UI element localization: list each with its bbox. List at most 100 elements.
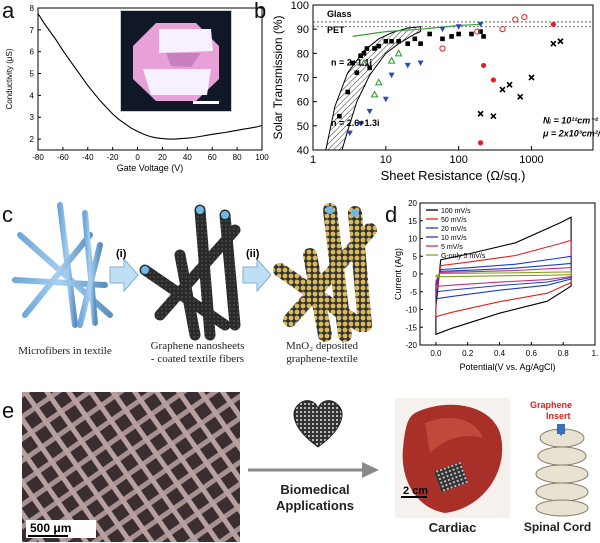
spinal-cord-photo: Graphene Insert	[522, 398, 597, 518]
graphene-foam-micrograph: 500 μm	[22, 392, 240, 542]
caption-mno2-line2: graphene-textile	[286, 353, 358, 365]
chart-b-point-square-black	[389, 38, 394, 44]
graphene-insert-label-line2: Insert	[546, 411, 571, 421]
chart-b-point-cross-black	[477, 110, 484, 117]
chart-b-point-circle-red-open	[499, 26, 506, 33]
chart-b-point-circle-red-open	[512, 16, 519, 23]
chart-b-point-triangle-down-blue	[477, 21, 484, 28]
chart-b-point-square-black	[364, 46, 370, 51]
chart-b-xlabel: Sheet Resistance (Ω/sq.)	[381, 168, 526, 183]
textile-schematic: (i) (ii)	[12, 202, 377, 342]
chart-a: -80 -60 -40 -20 0 20 40 60 80 100 2 3 4 5 6 7 8 Gate Volt…	[5, 4, 269, 173]
chart-b-point-square-black	[478, 29, 483, 34]
chart-a-ytick-label: 8	[30, 4, 35, 13]
step-label-i: (i)	[116, 248, 127, 260]
chart-b-point-square-black	[449, 34, 454, 39]
chart-a-ytick-label: 2	[30, 135, 35, 144]
chart-b-ytick-label: 100	[291, 0, 309, 12]
chart-b-point-triangle-up-green	[394, 49, 403, 57]
label-cardiac: Cardiac	[428, 520, 477, 535]
chart-a-ylabel: Conductivity (μS)	[5, 48, 14, 109]
chart-a-xtick-label: 60	[208, 153, 217, 162]
chart-a-frame	[37, 7, 263, 151]
chart-b-point-cross-black	[499, 86, 506, 93]
chart-b-point-triangle-down-blue	[439, 26, 446, 33]
chart-b-ytick-label: 70	[297, 73, 309, 85]
chart-b-point-circle-red-filled	[477, 140, 484, 146]
chart-b: 1 10 100 1000 40 50 60 70 80 90 100 Sheet Resistanc…	[271, 0, 600, 183]
chart-d-xtick-label: 0.2	[462, 349, 474, 358]
chart-b-annot-n2: n = 2.6+1.3i	[331, 118, 380, 128]
graphene-insert-label-line1: Graphene	[530, 400, 572, 410]
chart-b-point-triangle-down-blue	[366, 108, 373, 115]
chart-b-annot-n1: n = 2+1.1i	[331, 57, 372, 67]
graphene-flake-photo	[120, 10, 232, 112]
chart-d-ytick-label: -15	[405, 323, 417, 332]
chart-b-point-square-black	[440, 36, 445, 42]
chart-d-xtick-label: 0.8	[558, 349, 570, 358]
chart-b-point-square-black	[418, 41, 423, 46]
chart-b-point-cross-black	[490, 113, 497, 120]
chart-a-xtick-label: -20	[107, 153, 119, 162]
heart-mesh-icon	[293, 400, 343, 448]
biomedical-label-line1: Biomedical	[280, 482, 350, 497]
panel-label-a: a	[2, 0, 15, 23]
chart-b-point-circle-red-open	[474, 28, 481, 35]
chart-d-xtick-label: 1.	[592, 349, 599, 358]
chart-b-ytick-label: 40	[297, 145, 309, 157]
mno2-graphene-textile-illustration	[273, 203, 377, 342]
chart-b-point-triangle-up-green	[370, 90, 379, 98]
chart-d-xlabel: Potential(V vs. Ag/AgCl)	[459, 362, 555, 372]
chart-b-point-square-black	[358, 53, 363, 59]
chart-d-ytick-label: 5	[413, 252, 418, 261]
chart-d-legend-label: 100 mV/s	[441, 208, 471, 215]
chart-b-annot-mu: μ = 2x10³cm²/Vs	[542, 129, 600, 139]
chart-b-annot-ni: Nᵢ = 10¹²cm⁻²	[543, 115, 599, 125]
chart-d-series-1	[435, 239, 572, 318]
chart-a-ytick-label: 4	[30, 91, 35, 100]
chart-b-point-cross-black	[550, 40, 557, 47]
chart-d-xtick-label: 0.0	[430, 349, 442, 358]
chart-a-ytick-label: 6	[30, 48, 35, 57]
chart-b-point-circle-red-filled	[550, 21, 556, 27]
chart-b-xtick-label: 1000	[519, 154, 543, 166]
chart-a-xtick-label: 80	[233, 153, 242, 162]
chart-b-point-square-black	[367, 65, 372, 71]
chart-b-point-square-black	[427, 31, 432, 37]
chart-b-annot-pet: PET	[327, 25, 345, 35]
heart-scale-label: 2 cm	[403, 485, 428, 497]
chart-b-ylabel: Solar Transmission (%)	[271, 15, 285, 139]
chart-b-point-circle-red-open	[521, 13, 528, 21]
step-label-ii: (ii)	[246, 248, 260, 260]
panel-label-d: d	[385, 202, 398, 227]
chart-d-legend-label: 20 mV/s	[441, 226, 467, 233]
chart-b-point-square-black	[372, 46, 377, 51]
chart-b-point-triangle-down-blue	[357, 120, 364, 127]
panel-label-e: e	[2, 398, 15, 423]
chart-a-xtick-label: 20	[158, 153, 167, 162]
chart-b-point-triangle-down-blue	[455, 24, 462, 30]
arrow-step-i	[109, 257, 139, 293]
chart-b-annot-glass: Glass	[327, 9, 352, 19]
caption-graphene-coated-line1: Graphene nanosheets	[150, 340, 245, 352]
chart-b-point-triangle-down-blue	[417, 60, 424, 66]
chart-b-ytick-label: 60	[297, 97, 309, 109]
chart-d-legend-label: 50 mV/s	[441, 217, 467, 224]
chart-b-point-triangle-down-blue	[346, 130, 353, 137]
chart-b-ytick-label: 50	[297, 121, 309, 133]
chart-b-point-square-black	[376, 43, 382, 49]
chart-a-xtick-label: 0	[135, 153, 140, 162]
graphene-coated-fibers-illustration	[139, 204, 241, 341]
chart-b-point-cross-black	[557, 38, 564, 45]
chart-b-point-circle-red-filled	[480, 62, 487, 69]
chart-b-ytick-label: 90	[297, 24, 309, 36]
chart-b-xtick-label: 1	[310, 154, 316, 166]
cardiac-photo: 2 cm	[395, 398, 510, 518]
chart-a-xtick-label: -40	[82, 153, 94, 162]
chart-b-point-triangle-down-blue	[382, 96, 389, 103]
chart-b-point-circle-red-filled	[490, 77, 496, 83]
chart-a-ytick-label: 3	[30, 113, 35, 122]
chart-b-point-cross-black	[528, 74, 535, 81]
chart-a-series-line	[37, 13, 263, 140]
chart-d-ytick-label: 15	[408, 217, 417, 226]
